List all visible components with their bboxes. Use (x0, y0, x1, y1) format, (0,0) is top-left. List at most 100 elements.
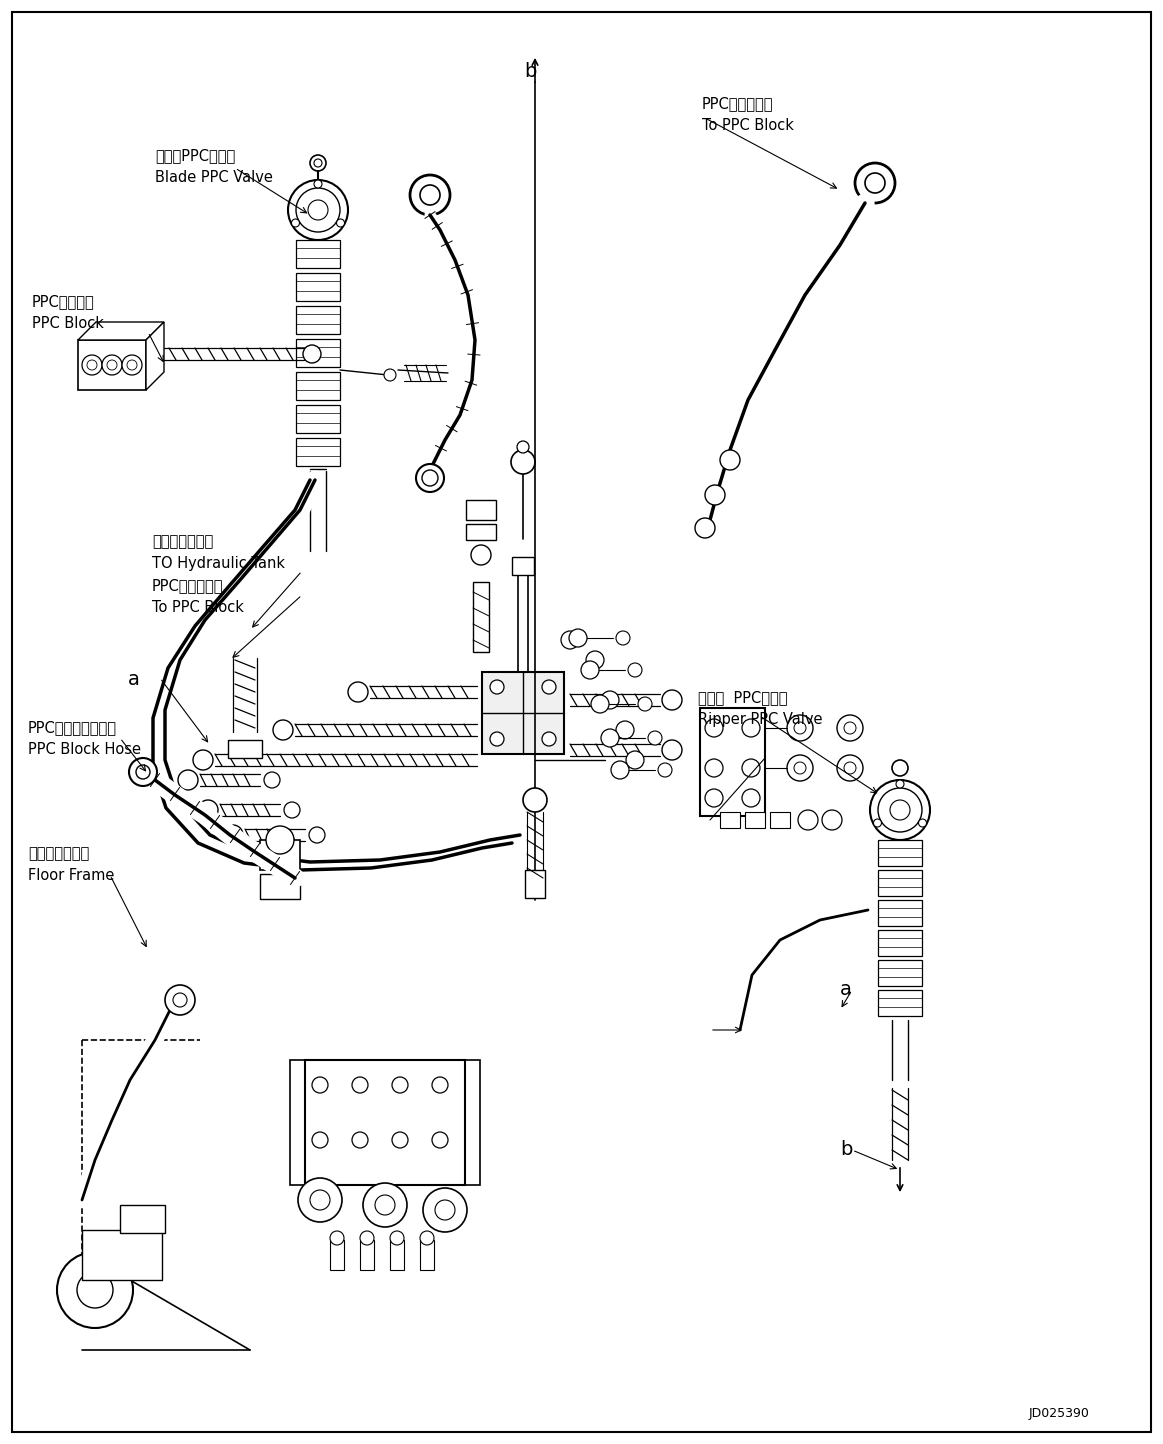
Circle shape (83, 355, 102, 375)
Bar (120, 1204, 165, 1233)
Polygon shape (147, 322, 164, 390)
Circle shape (416, 464, 444, 492)
Circle shape (523, 788, 547, 812)
Circle shape (411, 175, 450, 215)
Circle shape (695, 518, 715, 539)
Bar (305, 1060, 465, 1186)
Circle shape (638, 697, 652, 710)
Circle shape (127, 360, 137, 370)
Circle shape (348, 682, 368, 702)
Circle shape (658, 762, 672, 777)
Circle shape (742, 788, 759, 807)
Circle shape (896, 780, 904, 788)
Circle shape (292, 219, 300, 227)
Bar (261, 874, 300, 900)
Circle shape (586, 651, 604, 669)
Circle shape (705, 485, 725, 505)
Text: a: a (128, 670, 140, 689)
Circle shape (561, 631, 579, 648)
Bar (700, 708, 765, 816)
Circle shape (77, 1272, 113, 1308)
Circle shape (308, 201, 328, 219)
Text: b: b (525, 62, 536, 81)
Bar (481, 671, 564, 754)
Bar (878, 991, 922, 1017)
Bar (720, 812, 740, 827)
Text: PPC Block Hose: PPC Block Hose (28, 742, 141, 757)
Circle shape (855, 163, 896, 204)
Bar (878, 869, 922, 895)
Circle shape (705, 788, 723, 807)
Circle shape (390, 1230, 404, 1245)
Circle shape (787, 715, 813, 741)
Circle shape (591, 695, 609, 713)
Circle shape (361, 1230, 374, 1245)
Circle shape (837, 755, 863, 781)
Bar (878, 840, 922, 866)
Circle shape (431, 1077, 448, 1093)
Bar (473, 582, 488, 653)
Circle shape (374, 1196, 395, 1214)
Circle shape (837, 715, 863, 741)
Circle shape (136, 765, 150, 778)
Circle shape (794, 722, 806, 734)
Polygon shape (78, 322, 164, 339)
Circle shape (662, 739, 682, 760)
Circle shape (542, 732, 556, 747)
Circle shape (314, 159, 322, 168)
Circle shape (844, 762, 856, 774)
Circle shape (844, 722, 856, 734)
Bar (330, 1240, 344, 1271)
Circle shape (542, 680, 556, 695)
Circle shape (892, 760, 908, 775)
Bar (83, 1230, 162, 1279)
Circle shape (616, 721, 634, 739)
Bar (390, 1240, 404, 1271)
Circle shape (422, 469, 438, 487)
Bar (297, 240, 340, 269)
Bar (297, 339, 340, 367)
Circle shape (284, 801, 300, 817)
Text: To PPC Block: To PPC Block (152, 601, 244, 615)
Bar (770, 812, 790, 827)
Circle shape (223, 825, 243, 845)
Circle shape (314, 180, 322, 188)
Text: TO Hydraulic Tank: TO Hydraulic Tank (152, 556, 285, 570)
Text: PPCブロック: PPCブロック (33, 295, 94, 309)
Text: PPCブロックへ: PPCブロックへ (152, 578, 223, 593)
Bar (525, 869, 545, 898)
Circle shape (122, 355, 142, 375)
Circle shape (628, 663, 642, 677)
Circle shape (435, 1200, 455, 1220)
Circle shape (311, 155, 326, 170)
Circle shape (787, 755, 813, 781)
Circle shape (309, 827, 324, 843)
Bar (420, 1240, 434, 1271)
Bar (745, 812, 765, 827)
Text: フロアフレーム: フロアフレーム (28, 846, 90, 861)
Circle shape (490, 680, 504, 695)
Bar (466, 500, 495, 520)
Circle shape (297, 188, 340, 232)
Text: Ripper PPC Valve: Ripper PPC Valve (698, 712, 822, 726)
Text: PPC Block: PPC Block (33, 316, 104, 331)
Circle shape (873, 819, 882, 827)
Circle shape (165, 985, 195, 1015)
Circle shape (705, 760, 723, 777)
Circle shape (616, 631, 630, 645)
Circle shape (363, 1183, 407, 1227)
Circle shape (662, 690, 682, 710)
Circle shape (431, 1132, 448, 1148)
Circle shape (420, 185, 440, 205)
Circle shape (511, 451, 535, 474)
Circle shape (173, 993, 187, 1006)
Circle shape (198, 800, 217, 820)
Bar (878, 900, 922, 926)
Circle shape (569, 630, 587, 647)
Bar (878, 930, 922, 956)
Circle shape (87, 360, 97, 370)
Bar (297, 273, 340, 300)
Circle shape (304, 345, 321, 362)
Circle shape (107, 360, 117, 370)
Circle shape (330, 1230, 344, 1245)
